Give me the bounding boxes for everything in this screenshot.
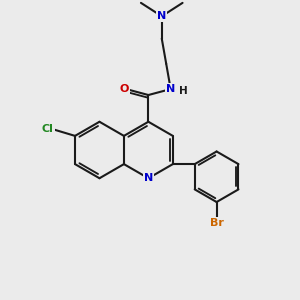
Text: Br: Br	[210, 218, 224, 228]
Text: H: H	[179, 85, 188, 96]
Text: N: N	[144, 173, 153, 183]
Text: N: N	[166, 84, 175, 94]
Text: N: N	[157, 11, 167, 21]
Text: Cl: Cl	[42, 124, 54, 134]
Text: O: O	[120, 84, 129, 94]
